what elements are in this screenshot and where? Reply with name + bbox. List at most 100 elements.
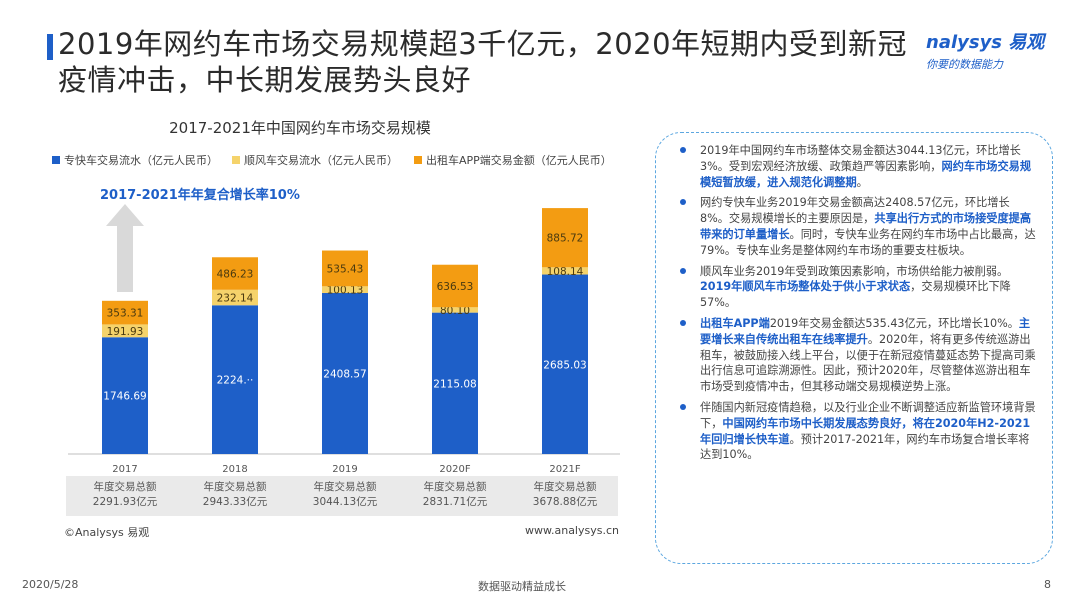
highlight-text: 共享出行方式的市场接受度提高带来的订单量增长 (700, 212, 1032, 241)
x-tick-label: 2018 (222, 464, 247, 475)
bullet-dot-icon (680, 403, 686, 410)
x-tick-label: 2017 (112, 464, 137, 475)
highlight-text: 出租车APP端 (700, 316, 770, 330)
data-label: 191.93 (107, 326, 144, 338)
data-label: 2115.08 (433, 378, 476, 390)
annual-total-label: 年度交易总额 (313, 481, 377, 493)
body-text: 网约专快车业务2019年交易金额高达2408.57亿元，环比增长8%。交易规模增… (700, 196, 1010, 226)
data-label: 1746.69 (103, 391, 146, 403)
bar-segment-2018-1 (212, 289, 258, 306)
legend-swatch (232, 156, 240, 164)
highlight-text: 2019年顺风车市场整体处于供小于求状态 (700, 280, 911, 294)
legend-item-taxi-app: 出租车APP端交易金额（亿元人民币） (414, 152, 612, 168)
bar-segment-2021F-1 (542, 267, 588, 275)
bar-segment-2020F-0 (432, 312, 478, 454)
annual-total-2019: 年度交易总额 3044.13亿元 (291, 480, 399, 510)
data-label: 108.14 (547, 266, 584, 278)
annual-total-2017: 年度交易总额 2291.93亿元 (71, 480, 179, 510)
legend-label: 顺风车交易流水（亿元人民币） (244, 154, 398, 167)
data-label: 2408.57 (323, 369, 366, 381)
highlight-text: 中国网约车市场中长期发展态势良好，将在2020年H2-2021年回归增长快车道 (700, 416, 1031, 446)
chart-legend: 专快车交易流水（亿元人民币） 顺风车交易流水（亿元人民币） 出租车APP端交易金… (52, 152, 612, 168)
x-tick-label: 2019 (332, 464, 357, 475)
brand-logo: nalysys 易观 你要的数据能力 (926, 28, 1056, 72)
bar-segment-2017-0 (102, 337, 148, 454)
x-tick-label: 2021F (549, 464, 580, 475)
site-url: www.analysys.cn (525, 524, 619, 537)
legend-swatch (52, 156, 60, 164)
data-label: 2685.03 (543, 359, 586, 371)
annual-total-value: 3044.13亿元 (312, 496, 378, 508)
bar-segment-2019-0 (322, 293, 368, 454)
annual-total-2020F: 年度交易总额 2831.71亿元 (401, 480, 509, 510)
annual-total-value: 3678.88亿元 (532, 496, 598, 508)
analysis-bullet-list: 2019年中国网约车市场整体交易金额达3044.13亿元，环比增长3%。受到宏观… (656, 133, 1052, 463)
chart-title: 2017-2021年中国网约车市场交易规模 (169, 119, 431, 137)
page-number: 8 (1044, 578, 1051, 591)
bar-segment-2021F-2 (542, 208, 588, 268)
logo-text: nalysys 易观 (926, 32, 1045, 53)
body-text: 2019年中国网约车市场整体交易金额达3044.13亿元，环比增长3%。受到宏观… (700, 144, 1021, 173)
bullet-dot-icon (680, 319, 686, 326)
footer-tagline: 数据驱动精益成长 (478, 580, 566, 593)
x-tick-label: 2020F (439, 464, 470, 475)
legend-label: 出租车APP端交易金额（亿元人民币） (426, 154, 612, 167)
data-label: 100.13 (327, 285, 364, 297)
body-text: 。预计2017-2021年，网约车市场复合增长率将达到10%。 (700, 432, 1030, 462)
bar-segment-2017-2 (102, 300, 148, 325)
body-text: 顺风车业务2019年受到政策因素影响，市场供给能力被削弱。 (700, 264, 1009, 278)
bar-segment-2020F-2 (432, 264, 478, 308)
growth-arrow (106, 204, 144, 292)
analysis-bullet: 2019年中国网约车市场整体交易金额达3044.13亿元，环比增长3%。受到宏观… (674, 143, 1038, 190)
annual-total-value: 2831.71亿元 (422, 496, 488, 508)
cagr-label: 2017-2021年年复合增长率10% (100, 188, 300, 203)
analysis-bullet: 出租车APP端2019年交易金额达535.43亿元，环比增长10%。主要增长来自… (674, 316, 1038, 395)
legend-label: 专快车交易流水（亿元人民币） (64, 154, 218, 167)
legend-swatch (414, 156, 422, 164)
bar-segment-2019-1 (322, 286, 368, 294)
body-text: 。2020年，将有更多传统巡游出租车，被鼓励接入线上平台，以便于在新冠疫情蔓延态… (700, 332, 1036, 394)
annual-total-label: 年度交易总额 (93, 481, 157, 493)
data-label: 636.53 (437, 281, 474, 293)
annual-total-label: 年度交易总额 (203, 481, 267, 493)
bar-segment-2017-1 (102, 324, 148, 338)
data-label: 80.10 (440, 305, 470, 317)
analysis-panel: 2019年中国网约车市场整体交易金额达3044.13亿元，环比增长3%。受到宏观… (655, 132, 1053, 564)
data-label: 885.72 (547, 233, 584, 245)
footer-date: 2020/5/28 (22, 578, 79, 591)
title-accent-bar (47, 34, 53, 60)
legend-item-zhuankuaiche: 专快车交易流水（亿元人民币） (52, 152, 218, 168)
annual-total-label: 年度交易总额 (423, 481, 487, 493)
bar-segment-2018-2 (212, 257, 258, 290)
data-label: 232.14 (217, 293, 254, 305)
annual-total-label: 年度交易总额 (533, 481, 597, 493)
bullet-dot-icon (680, 199, 686, 206)
body-text: 伴随国内新冠疫情趋稳，以及行业企业不断调整适应新监管环境背景下， (700, 400, 1036, 430)
bar-segment-2020F-1 (432, 307, 478, 313)
analysis-bullet: 网约专快车业务2019年交易金额高达2408.57亿元，环比增长8%。交易规模增… (674, 195, 1038, 258)
bullet-dot-icon (680, 267, 686, 274)
analysis-bullet: 伴随国内新冠疫情趋稳，以及行业企业不断调整适应新监管环境背景下，中国网约车市场中… (674, 400, 1038, 463)
highlight-text: 主要增长来自传统出租车在线率提升 (700, 316, 1031, 346)
logo-slogan: 你要的数据能力 (926, 58, 1003, 71)
bullet-dot-icon (680, 147, 686, 153)
body-text: 。 (856, 175, 868, 189)
page-title: 2019年网约车市场交易规模超3千亿元，2020年短期内受到新冠疫情冲击，中长期… (58, 27, 908, 97)
body-text: ，交易规模环比下降57%。 (700, 280, 1011, 310)
annual-total-value: 2943.33亿元 (202, 496, 268, 508)
body-text: 2019年交易金额达535.43亿元，环比增长10%。 (769, 316, 1019, 330)
bar-segment-2021F-0 (542, 274, 588, 454)
annual-total-2018: 年度交易总额 2943.33亿元 (181, 480, 289, 510)
bar-segment-2018-0 (212, 305, 258, 454)
data-label: 353.31 (107, 308, 144, 320)
highlight-text: 网约车市场交易规模短暂放缓，进入规范化调整期 (700, 159, 1032, 189)
analysis-bullet: 顺风车业务2019年受到政策因素影响，市场供给能力被削弱。 2019年顺风车市场整… (674, 264, 1038, 311)
data-label: 486.23 (217, 269, 254, 281)
annual-total-value: 2291.93亿元 (92, 496, 158, 508)
source-credit: ©Analysys 易观 (64, 526, 150, 539)
bar-segment-2019-2 (322, 250, 368, 287)
body-text: 。同时，专快车业务在网约车市场中占比最高，达79%。专快车业务是整体网约车市场的… (700, 227, 1036, 257)
data-label: 535.43 (327, 263, 364, 275)
data-label: 2224.·· (217, 375, 254, 387)
